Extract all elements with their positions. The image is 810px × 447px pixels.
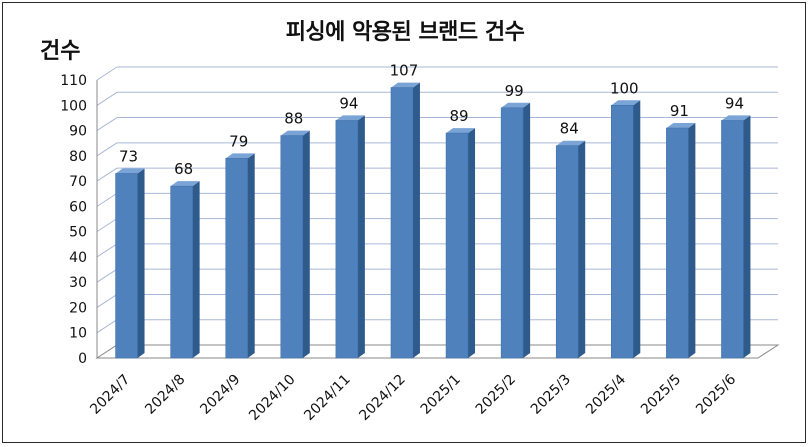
bar-side — [743, 115, 751, 358]
bar — [721, 120, 744, 359]
bar-side — [412, 82, 420, 358]
x-tick-label: 2024/9 — [197, 372, 243, 418]
bar — [115, 173, 138, 359]
bar-top — [556, 140, 586, 146]
bar — [335, 120, 359, 359]
y-tick-label: 60 — [69, 199, 87, 215]
bar-side — [247, 153, 255, 358]
grid-depth-line — [96, 243, 118, 258]
bar-top — [280, 130, 310, 136]
bar-top — [666, 123, 696, 129]
bar — [555, 145, 579, 359]
bar — [666, 127, 689, 359]
bar-side — [357, 115, 365, 358]
bar — [390, 87, 414, 359]
data-label: 94 — [339, 94, 358, 112]
bar — [445, 132, 469, 359]
x-tick-label: 2025/4 — [583, 371, 629, 417]
bar-top — [721, 115, 751, 121]
data-label: 91 — [670, 102, 689, 120]
y-tick-label: 0 — [78, 351, 87, 367]
data-label: 107 — [390, 62, 419, 80]
bar-side — [302, 130, 310, 358]
bar-side — [192, 181, 200, 358]
bar-top — [225, 153, 255, 159]
x-tick-label: 2024/10 — [246, 372, 298, 424]
data-label: 94 — [725, 94, 744, 112]
grid-depth-line — [96, 294, 118, 308]
bar-top — [446, 128, 476, 134]
grid-depth-line — [96, 167, 118, 182]
x-tick-label: 2025/5 — [638, 372, 684, 418]
data-label: 68 — [174, 160, 193, 178]
grid-depth-line — [96, 142, 118, 157]
data-label: 99 — [505, 82, 524, 100]
grid-depth-line — [96, 117, 118, 131]
y-tick-label: 30 — [69, 275, 87, 291]
x-tick-label: 2025/1 — [418, 372, 464, 418]
bar-top — [335, 115, 365, 121]
y-tick-label: 20 — [69, 300, 87, 316]
y-tick-label: 80 — [69, 149, 87, 165]
x-tick-label: 2024/7 — [87, 372, 133, 418]
bar-side — [688, 123, 696, 358]
data-label: 88 — [284, 110, 303, 128]
data-label: 79 — [229, 132, 248, 150]
data-label: 100 — [610, 79, 639, 97]
chart-title: 피싱에 악용된 브랜드 건수 — [285, 20, 525, 45]
data-label: 73 — [119, 148, 138, 166]
bar-side — [137, 168, 145, 358]
chart-floor — [95, 344, 780, 359]
x-tick-label: 2025/6 — [693, 371, 739, 417]
grid-depth-line — [96, 268, 118, 283]
x-tick-label: 2024/11 — [301, 372, 353, 424]
bar-top — [501, 102, 531, 108]
data-label: 89 — [449, 107, 468, 125]
y-tick-label: 90 — [69, 124, 87, 140]
y-axis-label: 건수 — [40, 39, 81, 64]
bar-top — [611, 100, 641, 106]
y-tick-label: 10 — [69, 326, 87, 342]
bar — [500, 107, 524, 359]
bar-top — [170, 181, 200, 187]
y-tick-label: 50 — [69, 225, 87, 241]
grid-depth-line — [96, 66, 118, 81]
bar-side — [468, 128, 476, 358]
y-tick-label: 40 — [69, 250, 87, 266]
x-tick-label: 2024/12 — [356, 372, 408, 424]
y-tick-label: 100 — [60, 98, 87, 114]
grid-depth-line — [96, 319, 118, 334]
bar-top — [115, 168, 145, 174]
x-tick-label: 2025/3 — [528, 372, 574, 418]
data-label: 84 — [560, 120, 579, 138]
bar-side — [523, 102, 531, 358]
y-tick-label: 110 — [60, 73, 87, 89]
bar — [280, 135, 304, 359]
x-tick-label: 2024/8 — [142, 372, 188, 418]
grid-depth-line — [96, 218, 118, 233]
bar — [170, 185, 193, 359]
bar — [611, 105, 634, 359]
y-tick-label: 70 — [69, 174, 87, 190]
bar-side — [578, 140, 586, 358]
x-tick-label: 2025/2 — [473, 372, 519, 418]
grid-depth-line — [96, 91, 118, 106]
bar — [225, 158, 248, 359]
bar-side — [633, 100, 641, 358]
grid-depth-line — [96, 192, 118, 207]
bar-top — [390, 82, 420, 88]
